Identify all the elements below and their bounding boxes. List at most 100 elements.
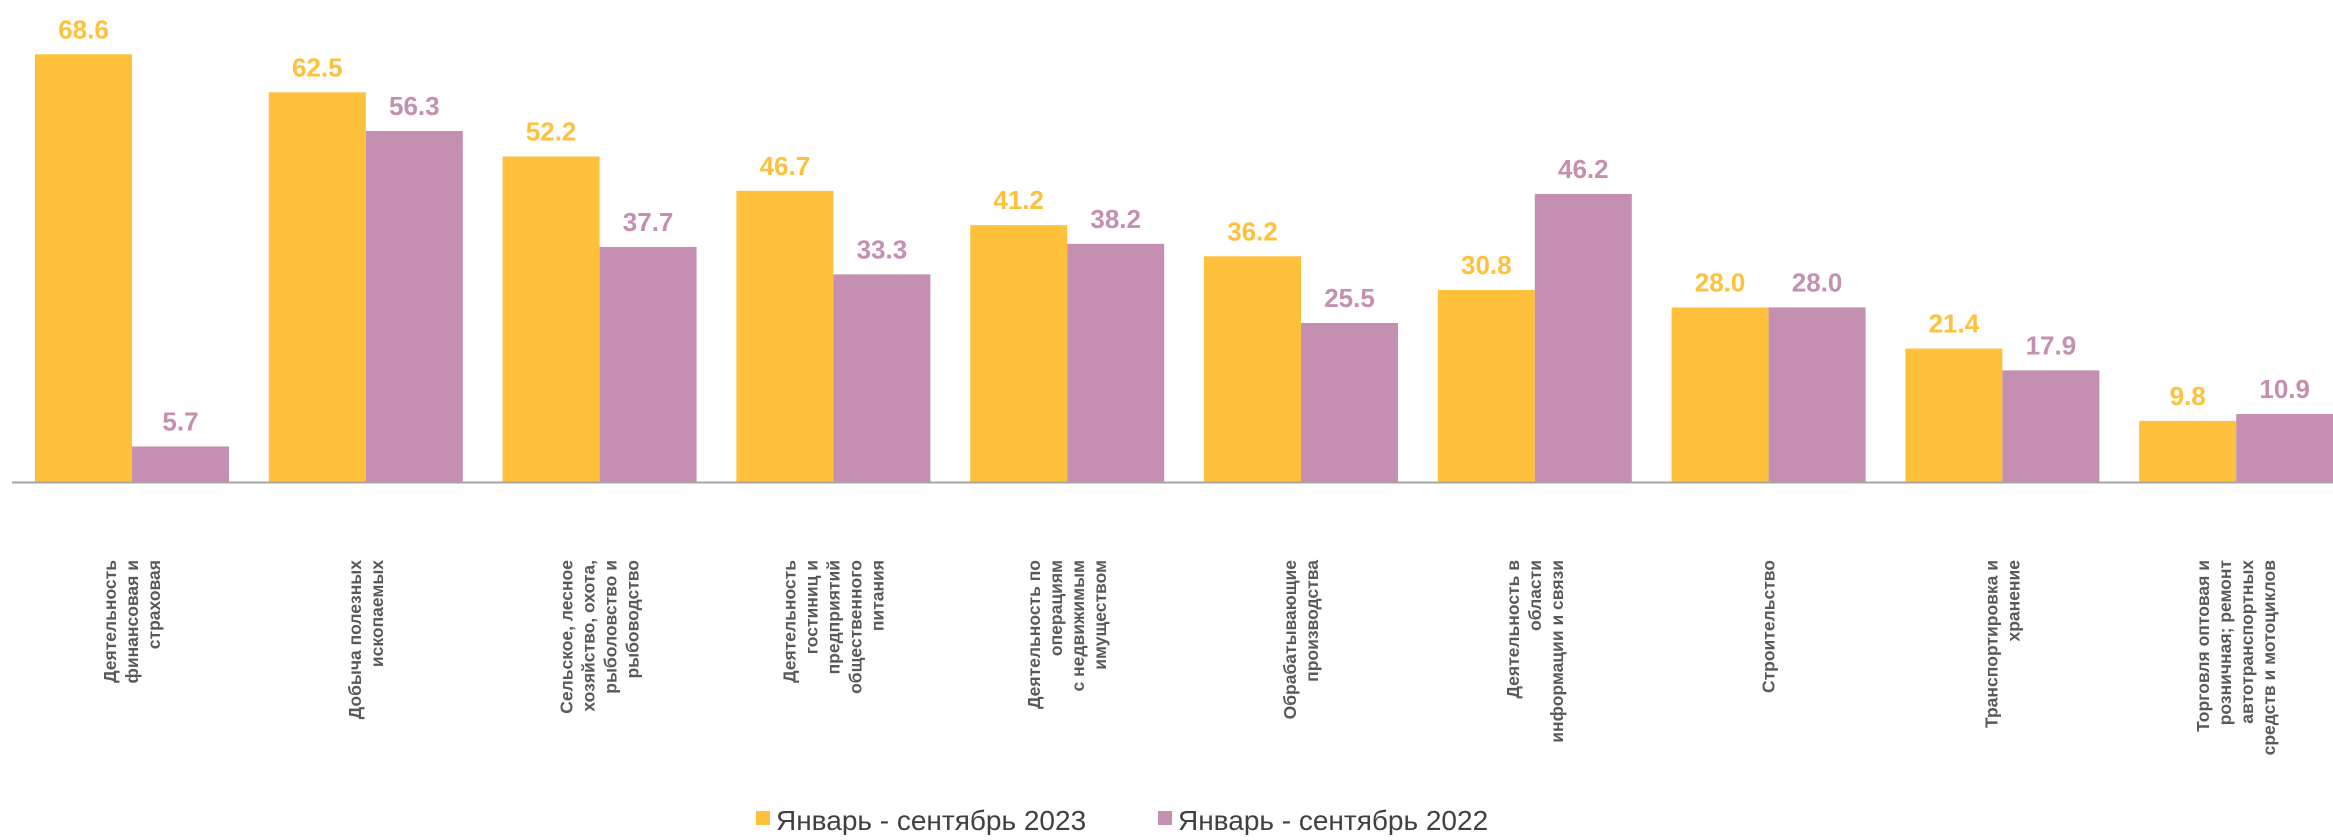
bar-2022-0 <box>132 446 229 482</box>
value-label-2023-8: 21.4 <box>1929 309 1980 339</box>
category-label-line: страховая <box>144 560 164 649</box>
bar-2023-4 <box>970 225 1068 483</box>
category-label-line: Деятельность <box>100 560 120 683</box>
category-label-line: Сельское, лесное <box>557 560 577 714</box>
bar-2022-1 <box>365 130 463 483</box>
value-label-2022-7: 28.0 <box>1792 267 1843 297</box>
value-label-2023-4: 41.2 <box>993 185 1044 215</box>
bar-2023-9 <box>2139 420 2237 482</box>
category-label-line: информации и связи <box>1547 560 1567 743</box>
value-label-2022-4: 38.2 <box>1090 204 1141 234</box>
category-label-line: средств и мотоциклов <box>2259 560 2279 756</box>
category-label-text-6: Деятельность в области информации и связи <box>1503 560 1567 743</box>
bar-2023-2 <box>502 156 600 482</box>
category-label-line: Деятельность в <box>1503 560 1523 699</box>
legend-swatch-2022 <box>1158 811 1172 825</box>
category-label-text-4: Деятельность по операциям с недвижимым имущ… <box>1024 560 1110 709</box>
legend-label-2022: Январь - сентябрь 2022 <box>1178 805 1488 835</box>
category-label-text-3: Деятельность гостиниц и предприятий обществ… <box>779 560 887 694</box>
value-label-2023-7: 28.0 <box>1695 267 1746 297</box>
data-labels: 68.6 5.7 62.5 56.3 52.2 37.7 46.7 33.3 41.2 38.2 3… <box>58 14 2310 436</box>
category-label-line: Деятельность по <box>1024 560 1044 709</box>
category-label-line: производства <box>1302 560 1322 682</box>
category-label-line: с недвижимым <box>1068 560 1088 692</box>
category-label-line: Строительство <box>1759 560 1779 693</box>
category-label-line: ископаемых <box>367 560 387 667</box>
bar-2022-8 <box>2002 370 2100 482</box>
value-label-2023-0: 68.6 <box>58 14 109 44</box>
category-label-line: области <box>1525 560 1545 631</box>
legend-swatch-2023 <box>756 811 770 825</box>
value-label-2022-2: 37.7 <box>623 207 674 237</box>
category-label-9: Торговля оптовая и розничная; ремонт автот… <box>2193 560 2279 756</box>
category-label-1: Добыча полезных ископаемых <box>345 560 387 720</box>
bar-2023-5 <box>1204 256 1301 482</box>
category-label-line: рыбоводство <box>623 560 643 679</box>
value-label-2023-2: 52.2 <box>526 117 577 147</box>
category-label-5: Обрабатывающие производства <box>1280 560 1322 720</box>
category-label-text-9: Торговля оптовая и розничная; ремонт автот… <box>2193 560 2279 756</box>
category-label-line: рыболовство и <box>601 560 621 694</box>
category-label-line: Торговля оптовая и <box>2193 560 2213 732</box>
bar-2023-0 <box>35 54 132 483</box>
category-label-4: Деятельность по операциям с недвижимым имущ… <box>1024 560 1110 709</box>
category-label-6: Деятельность в области информации и связи <box>1503 560 1567 743</box>
bar-2023-3 <box>736 190 834 482</box>
value-label-2023-1: 62.5 <box>292 52 343 82</box>
category-label-line: розничная; ремонт <box>2215 560 2235 726</box>
category-label-line: Обрабатывающие <box>1280 560 1300 720</box>
series-2023-bars <box>35 54 2237 483</box>
category-label-0: Деятельность финансовая и страховая <box>100 560 164 684</box>
category-label-line: Деятельность <box>779 560 799 683</box>
series-2022-bars <box>132 130 2333 483</box>
category-label-line: гостиниц и <box>801 560 821 654</box>
bar-2022-7 <box>1768 307 1866 482</box>
category-label-text-8: Транспортировка и хранение <box>1981 560 2023 728</box>
category-label-text-1: Добыча полезных ископаемых <box>345 560 387 720</box>
value-label-2023-5: 36.2 <box>1227 216 1278 246</box>
category-label-line: Транспортировка и <box>1981 560 2001 728</box>
category-label-2: Сельское, лесное хозяйство, охота, рыболов… <box>557 560 643 714</box>
legend-label-2023: Январь - сентябрь 2023 <box>776 805 1086 835</box>
value-label-2023-9: 9.8 <box>2170 381 2206 411</box>
bar-2022-6 <box>1534 193 1632 482</box>
category-label-3: Деятельность гостиниц и предприятий обществ… <box>779 560 887 694</box>
category-label-line: хозяйство, охота, <box>579 560 599 712</box>
value-label-2022-8: 17.9 <box>2026 330 2077 360</box>
category-label-7: Строительство <box>1759 560 1779 693</box>
bar-2022-2 <box>599 246 697 482</box>
bar-2022-5 <box>1301 323 1398 482</box>
value-label-2022-1: 56.3 <box>389 91 440 121</box>
category-label-line: имуществом <box>1090 560 1110 670</box>
value-label-2022-9: 10.9 <box>2259 374 2310 404</box>
bar-2023-1 <box>268 92 366 482</box>
bar-2023-7 <box>1671 307 1769 482</box>
bar-2023-6 <box>1437 289 1535 482</box>
category-label-line: автотранспортных <box>2237 560 2257 724</box>
category-label-line: хранение <box>2003 560 2023 642</box>
category-label-text-0: Деятельность финансовая и страховая <box>100 560 164 684</box>
category-label-8: Транспортировка и хранение <box>1981 560 2023 728</box>
value-label-2022-5: 25.5 <box>1324 283 1375 313</box>
category-label-line: предприятий <box>823 560 843 674</box>
category-label-line: питания <box>867 560 887 631</box>
bar-2022-3 <box>833 274 931 482</box>
value-label-2022-6: 46.2 <box>1558 154 1609 184</box>
value-label-2022-3: 33.3 <box>857 234 908 264</box>
category-label-line: общественного <box>845 560 865 694</box>
category-label-line: Добыча полезных <box>345 560 365 720</box>
bar-2022-9 <box>2236 414 2333 482</box>
value-label-2023-3: 46.7 <box>760 151 811 181</box>
category-label-line: операциям <box>1046 560 1066 656</box>
category-label-line: финансовая и <box>122 560 142 683</box>
value-label-2022-0: 5.7 <box>162 406 198 436</box>
value-label-2023-6: 30.8 <box>1461 250 1512 280</box>
category-label-text-2: Сельское, лесное хозяйство, охота, рыболов… <box>557 560 643 714</box>
legend: Январь - сентябрь 2023 Январь - сентябрь… <box>756 805 1488 836</box>
category-labels: Деятельность финансовая и страховая Добыча … <box>100 560 2279 756</box>
category-label-text-7: Строительство <box>1759 560 1779 693</box>
bar-2022-4 <box>1067 243 1165 482</box>
bar-2023-8 <box>1905 348 2003 482</box>
